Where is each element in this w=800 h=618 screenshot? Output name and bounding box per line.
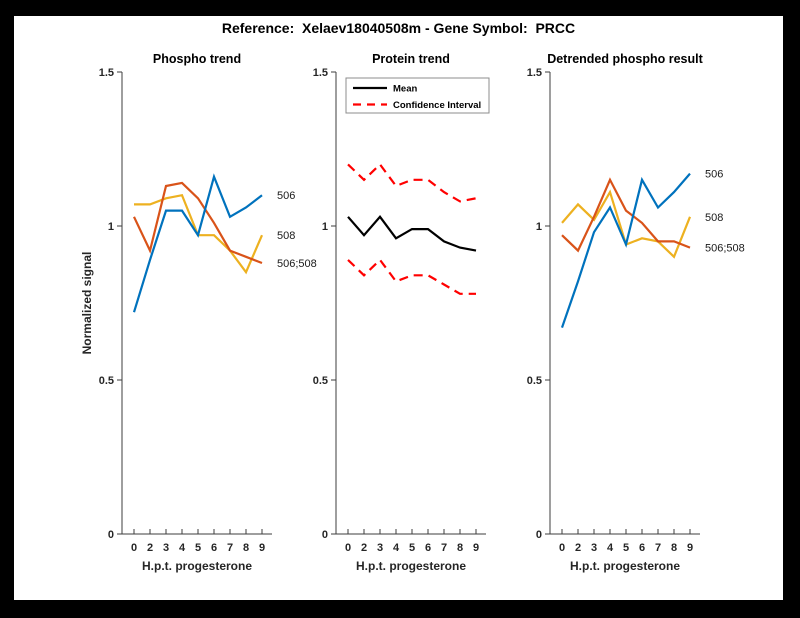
x-axis-label: H.p.t. progesterone [570,559,680,573]
x-tick-label: 4 [607,542,614,554]
x-tick-label: 8 [243,542,249,554]
legend: Mean Confidence Interval [345,77,490,114]
series-line-506-508 [133,181,263,265]
axis-lines [335,72,486,535]
series-line-506 [132,173,263,313]
axis-lines [549,72,700,535]
y-tick-label: 1 [536,221,542,233]
y-tick-label: 0 [108,529,114,541]
series-end-label-508: 508 [277,230,295,242]
x-tick-label: 9 [473,542,479,554]
series-line-mean [347,215,477,252]
panel-title: Phospho trend [153,52,241,66]
y-tick-label: 1.5 [313,67,328,79]
x-tick-label: 5 [195,542,201,554]
y-tick-label: 0 [322,529,328,541]
series-line-506 [560,172,691,328]
x-tick-label: 3 [377,542,383,554]
y-tick-label: 1 [322,221,328,233]
series-end-label-508: 508 [705,212,723,224]
series-end-label-506: 506 [277,190,295,202]
x-tick-label: 0 [345,542,351,554]
x-tick-label: 0 [559,542,565,554]
x-tick-label: 5 [623,542,629,554]
series-line-506-508 [561,177,691,253]
panel-title: Detrended phospho result [547,52,703,66]
x-tick-label: 7 [655,542,661,554]
x-tick-label: 5 [409,542,415,554]
x-tick-label: 9 [687,542,693,554]
x-tick-label: 8 [671,542,677,554]
x-tick-label: 4 [393,542,400,554]
x-tick-label: 4 [179,542,186,554]
x-tick-label: 3 [163,542,169,554]
x-tick-label: 7 [227,542,233,554]
y-tick-label: 0.5 [99,375,114,387]
series-end-label-506: 506 [705,169,723,181]
series-line-confidence-interval-lower [347,258,476,295]
x-axis-label: H.p.t. progesterone [356,559,466,573]
panel-title: Protein trend [372,52,450,66]
series-line-confidence-interval-upper [347,162,477,203]
axis-lines [121,72,272,535]
x-tick-label: 0 [131,542,137,554]
x-tick-label: 6 [639,542,645,554]
x-tick-label: 3 [591,542,597,554]
series-end-label-506-508: 506;508 [277,258,317,270]
y-tick-label: 1 [108,221,114,233]
y-tick-label: 1.5 [99,67,114,79]
x-axis-label: H.p.t. progesterone [142,559,252,573]
x-tick-label: 9 [259,542,265,554]
x-tick-label: 2 [361,542,367,554]
x-tick-label: 6 [211,542,217,554]
legend-box [345,77,490,114]
legend-label-mean: Mean [393,84,417,95]
x-tick-label: 6 [425,542,431,554]
x-tick-label: 8 [457,542,463,554]
y-axis-label: Normalized signal [80,252,94,355]
y-tick-label: 0.5 [527,375,542,387]
x-tick-label: 2 [575,542,581,554]
legend-label-confidence-interval: Confidence Interval [393,100,481,111]
y-tick-label: 0 [536,529,542,541]
x-tick-label: 7 [441,542,447,554]
y-tick-label: 0.5 [313,375,328,387]
figure-title: Reference: Xelaev18040508m - Gene Symbol… [221,20,576,36]
y-tick-label: 1.5 [527,67,542,79]
series-end-label-506-508: 506;508 [705,243,745,255]
x-tick-label: 2 [147,542,153,554]
